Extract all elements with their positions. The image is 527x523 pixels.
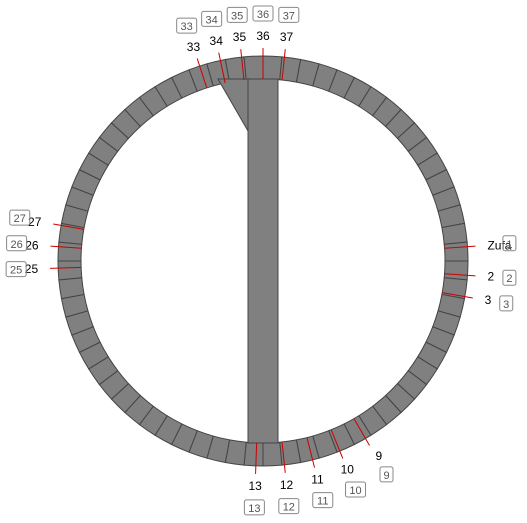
segment-label: 26 <box>25 238 39 252</box>
label-box-text: 2 <box>506 273 512 285</box>
segment-label: 10 <box>341 463 355 477</box>
ring-segment <box>244 56 263 80</box>
segment-label: 33 <box>187 40 201 54</box>
label-box-text: 25 <box>10 265 22 277</box>
label-box-text: 37 <box>283 10 295 22</box>
label-box-text: 26 <box>10 239 22 251</box>
ring-segment <box>442 223 467 244</box>
segment-label: 37 <box>280 30 294 44</box>
label-box-text: 11 <box>317 496 328 508</box>
label-box-text: 12 <box>283 502 295 514</box>
segment-label: 2 <box>487 270 494 284</box>
segment-label: 36 <box>256 29 270 43</box>
label-box-text: 27 <box>14 213 26 225</box>
label-box-text: 10 <box>349 485 361 497</box>
segment-label: 35 <box>233 30 247 44</box>
center-pillar <box>248 79 278 443</box>
ring-segment <box>444 242 468 261</box>
label-box-text: 3 <box>503 299 509 311</box>
ring-segment <box>244 442 263 466</box>
label-box-text: 33 <box>181 21 193 33</box>
roulette-diagram: 33333434353536363737272726262525Zufa1223… <box>0 0 527 523</box>
ring-segment <box>58 242 82 261</box>
label-box-text: 9 <box>383 470 389 482</box>
segment-label: 3 <box>485 293 492 307</box>
segment-label: 13 <box>248 479 262 493</box>
label-box-text: 34 <box>206 14 218 26</box>
segment-label: 11 <box>311 472 324 486</box>
segment-label: 25 <box>25 262 39 276</box>
label-box-text: 35 <box>231 10 243 22</box>
segment-label: 34 <box>210 34 224 48</box>
label-box-text: 1 <box>506 239 512 251</box>
ring-segment <box>444 261 468 280</box>
pillar-wedge <box>218 79 248 131</box>
ring-segment <box>58 261 82 280</box>
segment-label: 12 <box>280 478 294 492</box>
ring-segment <box>263 56 282 80</box>
segment-label: 9 <box>376 449 383 463</box>
label-box-text: 36 <box>257 9 269 21</box>
label-box-text: 13 <box>248 503 260 515</box>
ring-segment <box>59 278 84 299</box>
ring-segment <box>263 442 282 466</box>
